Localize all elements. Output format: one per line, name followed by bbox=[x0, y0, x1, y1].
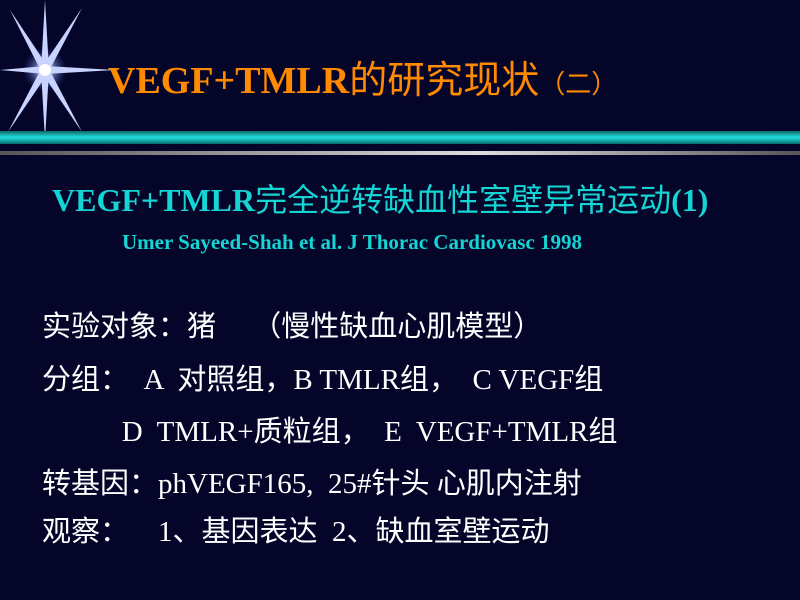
body-line: 转基因：phVEGF165, 25#针头 心肌内注射 bbox=[42, 468, 582, 500]
body-line: D TMLR+质粒组， E VEGF+TMLR组 bbox=[42, 416, 618, 448]
teal-divider bbox=[0, 131, 800, 144]
subtitle-chinese: 完全逆转缺血性室壁异常运动 bbox=[255, 182, 672, 218]
title-suffix: （二） bbox=[539, 70, 618, 99]
body-line: 观察： 1、基因表达 2、缺血室壁运动 bbox=[42, 516, 550, 548]
slide-title: VEGF+TMLR的研究现状（二） bbox=[108, 58, 617, 108]
title-chinese: 的研究现状 bbox=[349, 60, 540, 102]
subtitle-suffix: (1) bbox=[671, 182, 709, 218]
title-latin: VEGF+TMLR bbox=[108, 60, 350, 102]
star-burst-icon bbox=[0, 0, 115, 140]
slide-subtitle: VEGF+TMLR完全逆转缺血性室壁异常运动(1) bbox=[52, 180, 708, 220]
body-line: 实验对象：猪 （慢性缺血心肌模型） bbox=[42, 311, 543, 343]
citation: Umer Sayeed-Shah et al. J Thorac Cardiov… bbox=[122, 230, 583, 254]
gray-divider bbox=[0, 151, 800, 155]
body-line: 分组： A 对照组，B TMLR组， C VEGF组 bbox=[42, 364, 604, 396]
subtitle-latin: VEGF+TMLR bbox=[52, 182, 256, 218]
